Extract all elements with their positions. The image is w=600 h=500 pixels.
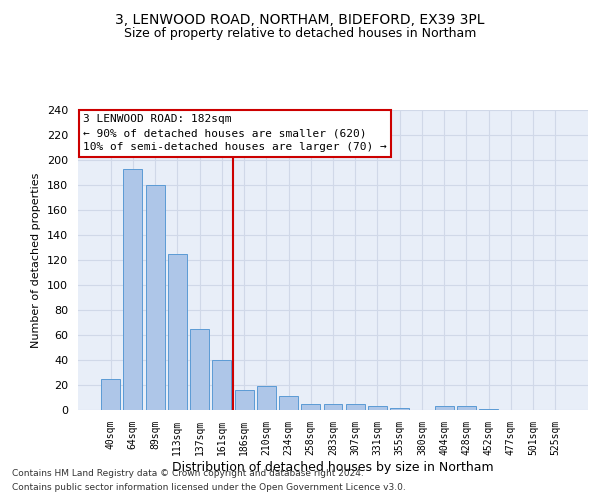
Text: Contains public sector information licensed under the Open Government Licence v3: Contains public sector information licen…	[12, 484, 406, 492]
Y-axis label: Number of detached properties: Number of detached properties	[31, 172, 41, 348]
Bar	[435, 406, 454, 410]
X-axis label: Distribution of detached houses by size in Northam: Distribution of detached houses by size …	[172, 460, 494, 473]
Text: 3 LENWOOD ROAD: 182sqm
← 90% of detached houses are smaller (620)
10% of semi-de: 3 LENWOOD ROAD: 182sqm ← 90% of detached…	[83, 114, 387, 152]
Bar	[146, 185, 164, 410]
Text: Contains HM Land Registry data © Crown copyright and database right 2024.: Contains HM Land Registry data © Crown c…	[12, 468, 364, 477]
Bar	[323, 404, 343, 410]
Bar	[101, 379, 120, 410]
Bar	[479, 409, 498, 410]
Bar	[390, 408, 409, 410]
Bar	[301, 404, 320, 410]
Bar	[235, 390, 254, 410]
Bar	[124, 169, 142, 410]
Bar	[168, 254, 187, 410]
Text: 3, LENWOOD ROAD, NORTHAM, BIDEFORD, EX39 3PL: 3, LENWOOD ROAD, NORTHAM, BIDEFORD, EX39…	[115, 12, 485, 26]
Text: Size of property relative to detached houses in Northam: Size of property relative to detached ho…	[124, 28, 476, 40]
Bar	[457, 406, 476, 410]
Bar	[346, 404, 365, 410]
Bar	[279, 396, 298, 410]
Bar	[368, 406, 387, 410]
Bar	[257, 386, 276, 410]
Bar	[212, 360, 231, 410]
Bar	[190, 329, 209, 410]
